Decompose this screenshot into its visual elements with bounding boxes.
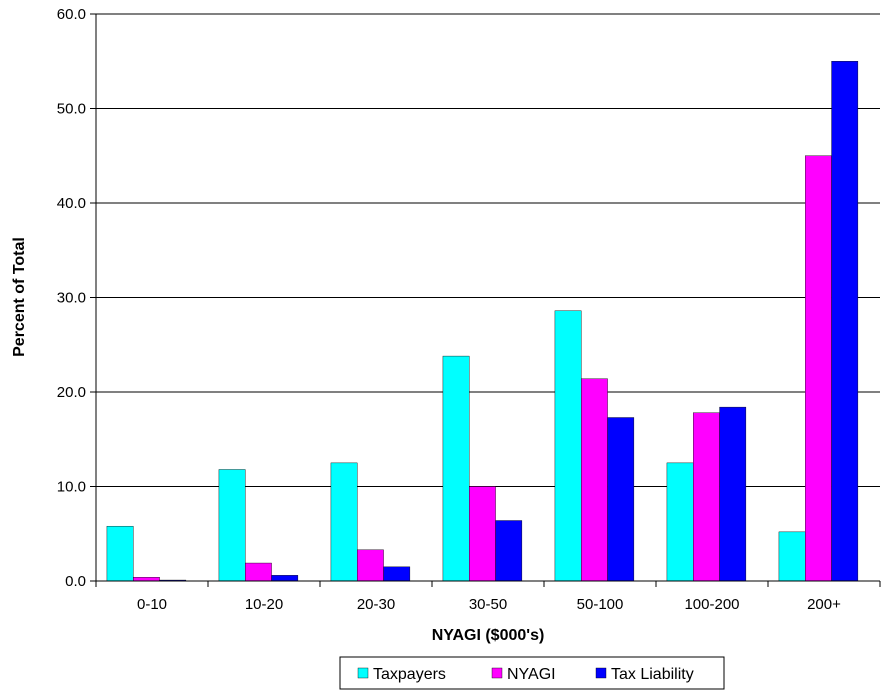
y-tick-label: 0.0 — [65, 573, 86, 590]
legend-label: Taxpayers — [373, 666, 446, 683]
bar-tax-liability — [607, 417, 635, 582]
bar-nyagi — [581, 378, 608, 582]
bar-nyagi — [469, 486, 496, 582]
bar-taxpayers — [778, 531, 806, 582]
bar-tax-liability — [495, 520, 523, 582]
legend-swatch — [357, 667, 369, 679]
x-tick-label: 0-10 — [137, 596, 167, 613]
bar-tax-liability — [271, 575, 299, 582]
x-tick-label: 200+ — [807, 596, 841, 613]
bar-taxpayers — [218, 469, 246, 582]
legend-box — [339, 656, 725, 690]
bar-nyagi — [133, 577, 160, 582]
bar-taxpayers — [554, 310, 582, 582]
y-tick-label: 10.0 — [57, 479, 86, 496]
legend: Taxpayers NYAGI Tax Liability — [339, 656, 725, 690]
y-tick-label: 20.0 — [57, 384, 86, 401]
x-tick-label: 50-100 — [577, 596, 624, 613]
bar-nyagi — [357, 549, 384, 582]
bar-taxpayers — [106, 525, 134, 582]
bar-taxpayers — [442, 355, 470, 582]
bar-nyagi — [693, 412, 720, 582]
bar-tax-liability — [719, 406, 747, 582]
bar-tax-liability — [831, 61, 859, 582]
legend-swatch — [491, 667, 503, 679]
x-axis-title: NYAGI ($000's) — [432, 627, 545, 644]
x-tick-label: 30-50 — [469, 596, 507, 613]
bar-nyagi — [805, 155, 832, 582]
y-tick-label: 50.0 — [57, 101, 86, 118]
bar-tax-liability — [383, 566, 411, 582]
bars — [106, 61, 859, 582]
legend-label: Tax Liability — [611, 666, 694, 683]
x-tick-label: 20-30 — [357, 596, 395, 613]
gridlines — [96, 13, 880, 487]
bar-taxpayers — [330, 462, 358, 582]
y-tick-label: 40.0 — [57, 195, 86, 212]
x-tick-label: 10-20 — [245, 596, 283, 613]
y-axis-title: Percent of Total — [11, 237, 28, 357]
legend-swatch — [595, 667, 607, 679]
y-tick-label: 60.0 — [57, 6, 86, 23]
x-tick-label: 100-200 — [684, 596, 739, 613]
bar-taxpayers — [666, 462, 694, 582]
bar-nyagi — [245, 562, 272, 582]
legend-label: NYAGI — [507, 666, 556, 683]
y-tick-label: 30.0 — [57, 290, 86, 307]
axes: 0.0 10.0 20.0 30.0 40.0 50.0 60.0 0-10 10-20 20-3… — [57, 6, 881, 613]
